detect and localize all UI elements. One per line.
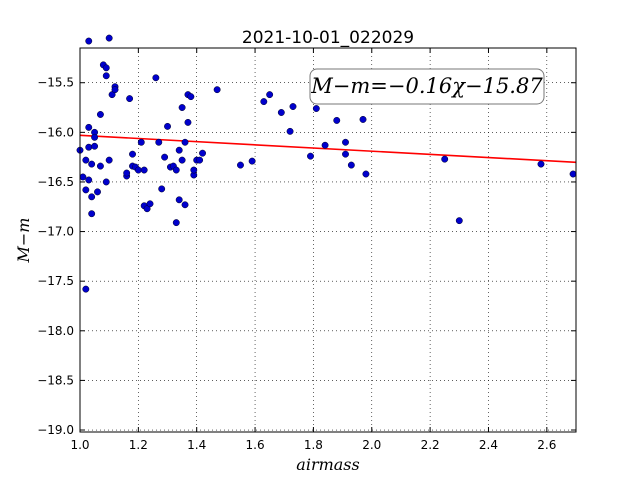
x-axis-ticks: 1.0 1.2 1.4 1.6 1.8 2.0 2.2 2.4 2.6 — [70, 48, 556, 452]
data-point — [199, 149, 206, 157]
data-point — [289, 103, 297, 110]
data-point — [178, 156, 186, 164]
data-point — [105, 34, 113, 42]
data-point — [134, 166, 142, 174]
x-tick-label: 1.4 — [187, 438, 206, 452]
data-point — [342, 150, 349, 158]
data-point — [248, 157, 256, 165]
data-point — [537, 160, 545, 168]
data-point — [85, 123, 93, 131]
data-point — [82, 285, 90, 293]
data-point — [152, 74, 160, 82]
scatter-points — [76, 34, 577, 293]
data-point — [123, 169, 131, 177]
data-point — [96, 111, 104, 118]
data-point — [286, 127, 294, 135]
data-point — [91, 142, 99, 150]
plot-frame — [79, 47, 577, 433]
data-point — [105, 156, 113, 164]
data-point — [96, 162, 104, 170]
data-point — [196, 156, 204, 164]
y-tick-label: −17.0 — [37, 225, 74, 239]
data-point — [333, 116, 341, 124]
data-point — [137, 138, 145, 146]
data-point — [187, 93, 195, 101]
data-point — [260, 98, 268, 106]
plot-area — [80, 48, 576, 432]
data-point — [307, 152, 314, 160]
data-point — [85, 37, 93, 45]
y-tick-label: −18.0 — [37, 324, 74, 338]
x-tick-label: 2.4 — [479, 438, 498, 452]
data-point — [91, 133, 99, 141]
fit-equation-annotation: M−m=−0.16χ−15.87 — [310, 74, 543, 98]
data-point — [88, 160, 96, 168]
annotation-box — [309, 68, 545, 105]
data-point — [129, 150, 136, 158]
y-axis-label: M−m — [14, 218, 33, 264]
chart-title: 2021-10-01_022029 — [242, 28, 414, 48]
data-point — [102, 178, 110, 186]
data-point — [111, 86, 119, 94]
data-point — [181, 201, 189, 209]
data-point — [102, 64, 110, 72]
data-point — [342, 138, 349, 146]
data-point — [178, 104, 186, 111]
y-tick-label: −15.5 — [37, 76, 74, 90]
fit-line — [79, 134, 577, 164]
data-point — [455, 217, 463, 225]
data-point — [175, 146, 183, 154]
y-tick-label: −19.0 — [37, 423, 74, 437]
data-point — [88, 193, 96, 201]
data-point — [172, 219, 180, 227]
data-point — [359, 115, 367, 123]
data-point — [94, 188, 101, 196]
data-point — [161, 153, 169, 161]
x-tick-label: 1.8 — [304, 438, 323, 452]
data-point — [277, 109, 285, 116]
data-point — [126, 95, 134, 103]
data-point — [175, 196, 183, 204]
x-tick-label: 2.0 — [362, 438, 381, 452]
data-point — [237, 161, 244, 169]
x-tick-label: 2.2 — [421, 438, 440, 452]
fit-line-layer — [79, 134, 577, 164]
x-tick-label: 2.6 — [537, 438, 556, 452]
data-point — [88, 210, 96, 218]
data-point — [85, 143, 93, 151]
data-point — [146, 200, 154, 208]
data-point — [82, 186, 90, 194]
y-axis-ticks: −15.5 −16.0 −16.5 −17.0 −17.5 −18.0 −18.5 −19.0 — [37, 76, 576, 437]
data-point — [102, 72, 110, 80]
data-point — [266, 91, 274, 99]
data-point — [164, 122, 171, 130]
y-tick-label: −16.0 — [37, 125, 74, 139]
y-tick-label: −18.5 — [37, 373, 74, 387]
data-point — [441, 155, 449, 163]
data-point — [82, 156, 90, 164]
x-tick-label: 1.0 — [70, 438, 89, 452]
data-point — [190, 166, 198, 174]
x-tick-label: 1.2 — [129, 438, 148, 452]
data-point — [172, 166, 180, 174]
data-point — [85, 176, 93, 184]
data-point — [158, 185, 166, 193]
data-point — [79, 173, 87, 181]
y-tick-label: −17.5 — [37, 274, 74, 288]
data-point — [184, 118, 192, 126]
data-point — [362, 170, 370, 178]
y-tick-label: −16.5 — [37, 175, 74, 189]
data-point — [569, 170, 577, 178]
data-point — [213, 86, 221, 94]
data-point — [155, 138, 163, 146]
x-axis-label: airmass — [296, 455, 359, 474]
data-point — [321, 141, 329, 149]
data-point — [347, 161, 355, 169]
data-point — [181, 138, 189, 146]
data-point — [140, 166, 148, 174]
x-tick-label: 1.6 — [246, 438, 265, 452]
data-point — [312, 105, 320, 112]
